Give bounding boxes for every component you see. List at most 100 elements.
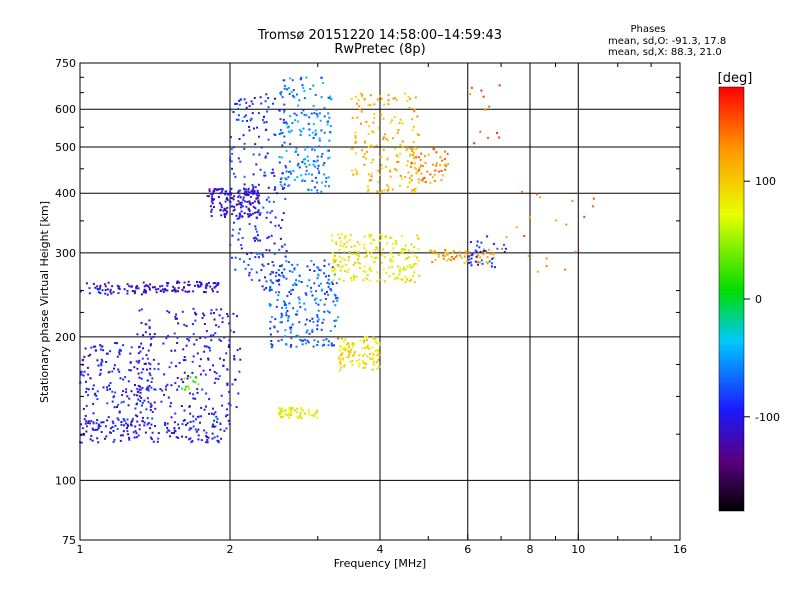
data-point [444, 158, 446, 160]
data-point [257, 199, 260, 202]
data-point [521, 190, 524, 193]
data-point [371, 368, 374, 371]
data-point [187, 283, 190, 286]
data-point [149, 427, 152, 430]
x-tick-label: 16 [673, 543, 687, 556]
data-point [248, 200, 251, 203]
data-point [286, 126, 289, 129]
data-point [82, 407, 85, 410]
data-point [483, 250, 486, 252]
data-point [209, 205, 212, 208]
data-point [310, 290, 313, 293]
data-point [283, 187, 286, 189]
data-point [213, 381, 216, 384]
data-point [88, 292, 91, 295]
data-point [343, 242, 346, 245]
data-point [288, 416, 291, 419]
data-point [209, 285, 212, 288]
data-point [262, 206, 265, 209]
data-point [94, 286, 97, 289]
data-point [205, 287, 208, 290]
data-point [106, 402, 109, 405]
data-point [278, 413, 281, 416]
data-point [360, 110, 363, 113]
data-point [187, 385, 189, 388]
data-point [482, 248, 485, 251]
data-point [380, 114, 383, 117]
data-point [244, 114, 247, 117]
data-point [251, 112, 254, 115]
data-point [280, 93, 282, 96]
data-point [308, 269, 311, 271]
data-point [368, 347, 371, 350]
data-point [140, 371, 143, 374]
data-point [365, 277, 368, 279]
data-point [321, 344, 324, 347]
data-point [194, 428, 197, 431]
data-point [96, 288, 99, 290]
data-point [413, 255, 416, 258]
data-point [382, 268, 385, 271]
data-point [139, 350, 142, 353]
data-point [325, 177, 328, 180]
data-point [284, 413, 287, 416]
data-point [267, 106, 270, 109]
data-point [215, 324, 218, 327]
data-point [316, 320, 319, 323]
data-point [229, 156, 232, 159]
data-point [323, 343, 326, 346]
data-point [300, 111, 303, 114]
data-point [405, 164, 408, 167]
data-point [283, 243, 286, 246]
data-point [170, 384, 173, 387]
data-point [142, 291, 145, 294]
data-point [278, 248, 281, 251]
data-point [372, 354, 375, 357]
data-point [235, 102, 238, 105]
data-point [438, 254, 440, 257]
data-point [371, 358, 374, 361]
data-point [504, 247, 507, 250]
data-point [416, 115, 419, 118]
data-point [390, 236, 393, 239]
data-point [414, 263, 417, 265]
data-point [480, 89, 483, 92]
data-point [411, 148, 414, 151]
data-point [343, 259, 346, 261]
data-point [227, 402, 230, 405]
data-point [417, 248, 420, 251]
data-point [383, 280, 386, 283]
data-point [274, 187, 276, 190]
data-point [290, 172, 293, 175]
data-point [328, 185, 330, 188]
data-point [405, 149, 408, 152]
data-point [392, 242, 395, 245]
data-point [79, 381, 82, 384]
data-point [281, 407, 284, 410]
data-point [326, 123, 329, 126]
data-point [197, 434, 200, 437]
data-point [379, 233, 382, 236]
data-point [205, 283, 208, 285]
data-point [380, 164, 383, 167]
data-point [279, 321, 282, 324]
data-point [127, 433, 130, 436]
data-point [148, 286, 151, 289]
data-point [237, 191, 240, 194]
data-point [387, 99, 390, 102]
data-point [210, 309, 213, 312]
data-point [320, 282, 322, 285]
data-point [254, 192, 257, 195]
data-point [328, 149, 330, 152]
data-point [225, 213, 228, 216]
data-point [119, 434, 122, 437]
data-point [340, 366, 343, 369]
data-point [94, 428, 97, 431]
data-point [278, 291, 281, 294]
data-point [164, 424, 167, 426]
data-point [370, 144, 373, 147]
data-point [123, 424, 125, 427]
data-point [238, 189, 241, 192]
data-point [317, 266, 320, 269]
data-point [281, 410, 284, 413]
